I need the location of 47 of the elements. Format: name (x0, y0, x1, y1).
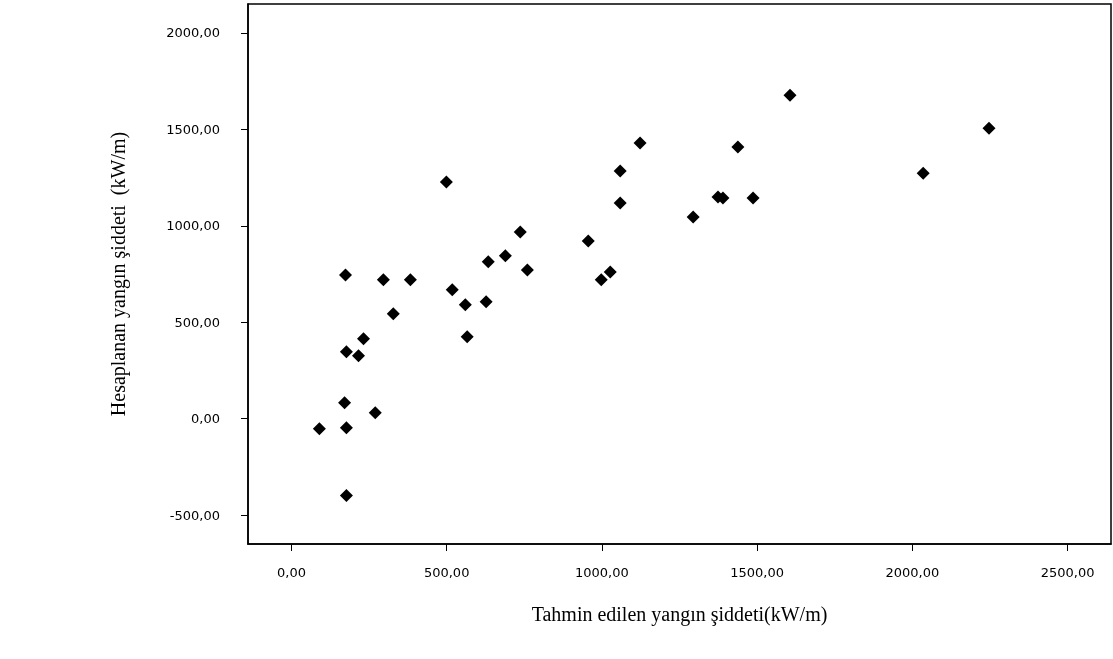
y-tick-label: 1500,00 (166, 121, 220, 137)
point (403, 273, 417, 287)
y-tick-label: 1000,00 (166, 218, 220, 234)
point (686, 210, 700, 224)
point (783, 88, 797, 102)
point (376, 273, 390, 287)
point (312, 422, 326, 436)
point (338, 396, 352, 410)
point (460, 330, 474, 344)
x-axis-title: Tahmin edilen yangın şiddeti(kW/m) (531, 603, 828, 626)
point (731, 140, 745, 154)
point (339, 489, 353, 503)
y-tick-label: 2000,00 (166, 25, 220, 41)
point (603, 265, 617, 279)
point (338, 268, 352, 282)
point (633, 136, 647, 150)
point (613, 196, 627, 210)
point (339, 421, 353, 435)
x-tick-label: 2500,00 (1040, 565, 1095, 580)
point (481, 255, 495, 269)
x-tick-label: 500,00 (423, 565, 470, 580)
y-tick-label: 500,00 (174, 314, 220, 330)
point (386, 307, 400, 321)
point (439, 175, 453, 189)
point (916, 166, 930, 180)
point (339, 345, 353, 359)
point (746, 191, 760, 205)
y-tick-label: 0,00 (191, 411, 220, 427)
point (352, 349, 366, 363)
point (498, 249, 512, 263)
point (982, 121, 996, 135)
point (479, 295, 493, 309)
point (613, 164, 627, 178)
point (458, 298, 472, 312)
point (594, 273, 608, 287)
point (513, 225, 527, 239)
y-axis-title: Hesaplanan yangın şiddeti (kW/m) (107, 131, 130, 417)
y-tick-label: -500,00 (169, 507, 220, 523)
point (520, 263, 534, 277)
point (581, 234, 595, 248)
point (445, 283, 459, 297)
point (368, 406, 382, 420)
x-tick-label: 1000,00 (575, 565, 629, 580)
x-tick-label: 2000,00 (885, 565, 940, 580)
x-tick-label: 0,00 (276, 565, 306, 580)
point (356, 332, 370, 346)
x-tick-label: 1500,00 (730, 565, 784, 580)
